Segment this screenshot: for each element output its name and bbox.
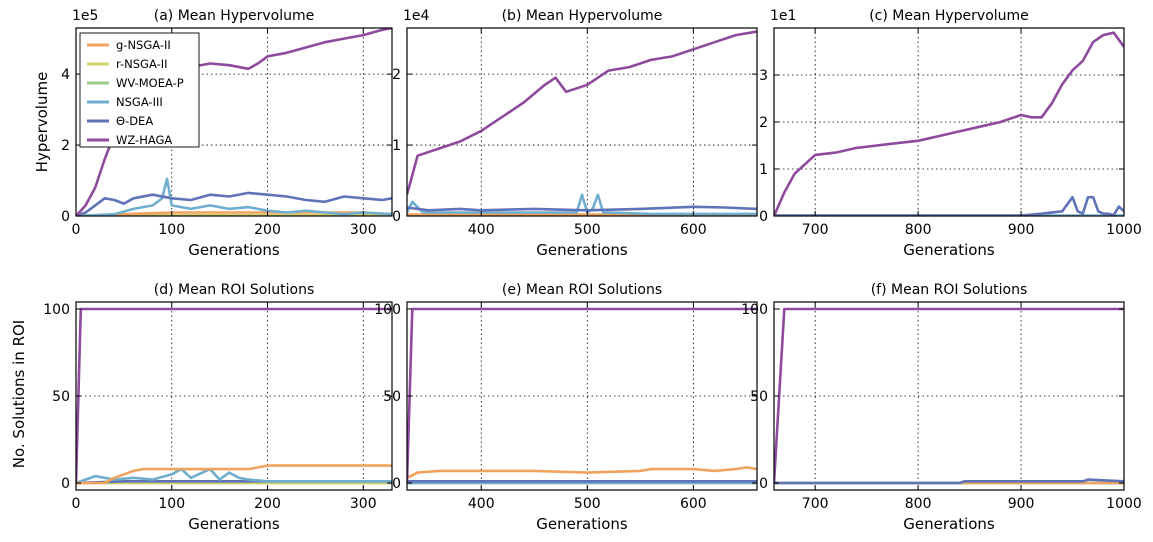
series-line-g-nsga-ii — [76, 464, 392, 485]
y-tick-label: 0 — [392, 209, 401, 225]
y-tick-label: 1 — [392, 138, 401, 154]
legend-label-dea: Θ-DEA — [116, 114, 153, 128]
series-line-dea — [774, 478, 1124, 485]
x-tick-label: 900 — [1008, 496, 1035, 512]
x-tick-label: 500 — [574, 496, 601, 512]
y-tick-label: 0 — [61, 476, 70, 492]
plot-frame — [406, 27, 758, 217]
chart-title: (f) Mean ROI Solutions — [871, 282, 1028, 298]
chart-title: (b) Mean Hypervolume — [502, 8, 663, 24]
legend-box — [79, 32, 200, 148]
y-tick-label: 2 — [61, 138, 70, 154]
ylabel-roi-solutions: No. Solutions in ROI — [10, 320, 28, 468]
x-axis-label: Generations — [903, 241, 995, 259]
ylabel-hypervolume: Hypervolume — [33, 72, 51, 173]
y-tick-label: 50 — [383, 389, 401, 405]
chart-title: (e) Mean ROI Solutions — [502, 282, 662, 298]
series-group — [407, 30, 757, 216]
x-tick-label: 500 — [574, 222, 601, 238]
y-tick-label: 0 — [759, 209, 768, 225]
x-tick-label: 600 — [680, 496, 707, 512]
x-tick-label: 1000 — [1106, 222, 1142, 238]
x-tick-label: 200 — [254, 496, 281, 512]
y-tick-label: 3 — [759, 68, 768, 84]
y-tick-label: 100 — [741, 302, 768, 318]
series-line-wz-haga — [407, 307, 757, 484]
chart-title: (c) Mean Hypervolume — [869, 8, 1029, 24]
x-tick-label: 800 — [905, 222, 932, 238]
y-tick-label: 1 — [759, 162, 768, 178]
x-tick-label: 900 — [1008, 222, 1035, 238]
axis-exponent-label: 1e1 — [770, 8, 796, 24]
x-axis-label: Generations — [188, 515, 280, 533]
x-tick-label: 300 — [350, 496, 377, 512]
y-tick-label: 0 — [392, 476, 401, 492]
x-axis-label: Generations — [188, 241, 280, 259]
series-line-g-nsga-ii — [407, 466, 757, 479]
y-tick-label: 100 — [374, 302, 401, 318]
series-line-nsga-iii — [76, 177, 392, 216]
series-line-dea — [407, 205, 757, 212]
series-line-wz-haga — [407, 30, 757, 196]
chart-title: (a) Mean Hypervolume — [154, 8, 314, 24]
chart-panel-5: 400 500 600 0 50 100 (e) Mean ROI Solutions Gen… — [374, 282, 758, 533]
series-group — [407, 307, 757, 485]
legend-label-wz-haga: WZ-HAGA — [116, 133, 172, 147]
series-line-nsga-iii — [76, 467, 392, 485]
x-tick-label: 700 — [802, 222, 829, 238]
series-line-wz-haga — [774, 307, 1124, 484]
x-tick-label: 100 — [158, 222, 185, 238]
legend: g-NSGA-II r-NSGA-II WV-MOEA-P NSGA-III Θ-DEA… — [79, 32, 200, 148]
series-group — [774, 31, 1124, 216]
x-tick-label: 600 — [680, 222, 707, 238]
series-line-dea — [76, 191, 392, 216]
y-tick-label: 2 — [392, 67, 401, 83]
chart-panel-1: 0 100 200 300 0 2 4 (a) Mean Hypervolume Generat… — [61, 8, 393, 259]
y-tick-label: 50 — [750, 389, 768, 405]
y-tick-label: 0 — [61, 209, 70, 225]
chart-panel-3: 700 800 900 1000 0 1 2 3 (c) Mean Hypervolume Gen… — [759, 8, 1142, 259]
x-axis-label: Generations — [536, 515, 628, 533]
axis-exponent-label: 1e4 — [403, 8, 430, 24]
axis-exponent-label: 1e5 — [72, 8, 98, 24]
x-tick-label: 1000 — [1106, 496, 1142, 512]
y-tick-label: 4 — [61, 67, 70, 83]
x-tick-label: 800 — [905, 496, 932, 512]
y-tick-label: 0 — [759, 476, 768, 492]
x-tick-label: 200 — [254, 222, 281, 238]
series-line-wz-haga — [774, 31, 1124, 216]
x-tick-label: 100 — [158, 496, 185, 512]
chart-title: (d) Mean ROI Solutions — [154, 282, 315, 298]
series-line-dea — [774, 195, 1124, 216]
x-tick-label: 700 — [802, 496, 829, 512]
y-tick-label: 2 — [759, 115, 768, 131]
legend-label-wv-moea-p: WV-MOEA-P — [116, 76, 184, 90]
legend-label-r-nsga-ii: r-NSGA-II — [116, 57, 168, 71]
series-group — [774, 307, 1124, 485]
chart-panel-6: 700 800 900 1000 0 50 100 (f) Mean ROI Solution… — [741, 282, 1142, 533]
x-axis-label: Generations — [903, 515, 995, 533]
plot-frame — [75, 27, 393, 217]
x-tick-label: 400 — [468, 222, 495, 238]
x-tick-label: 0 — [72, 496, 81, 512]
y-tick-label: 100 — [43, 302, 70, 318]
x-tick-label: 0 — [72, 222, 81, 238]
legend-label-nsga-iii: NSGA-III — [116, 95, 163, 109]
x-axis-label: Generations — [536, 241, 628, 259]
chart-panel-4: 0 100 200 300 0 50 100 (d) Mean ROI Solutions Ge… — [43, 282, 393, 533]
y-tick-label: 50 — [52, 389, 70, 405]
x-tick-label: 400 — [468, 496, 495, 512]
chart-panel-2: 400 500 600 0 1 2 (b) Mean Hypervolume Generati… — [392, 8, 758, 259]
x-tick-label: 300 — [350, 222, 377, 238]
legend-label-g-nsga-ii: g-NSGA-II — [116, 38, 171, 52]
